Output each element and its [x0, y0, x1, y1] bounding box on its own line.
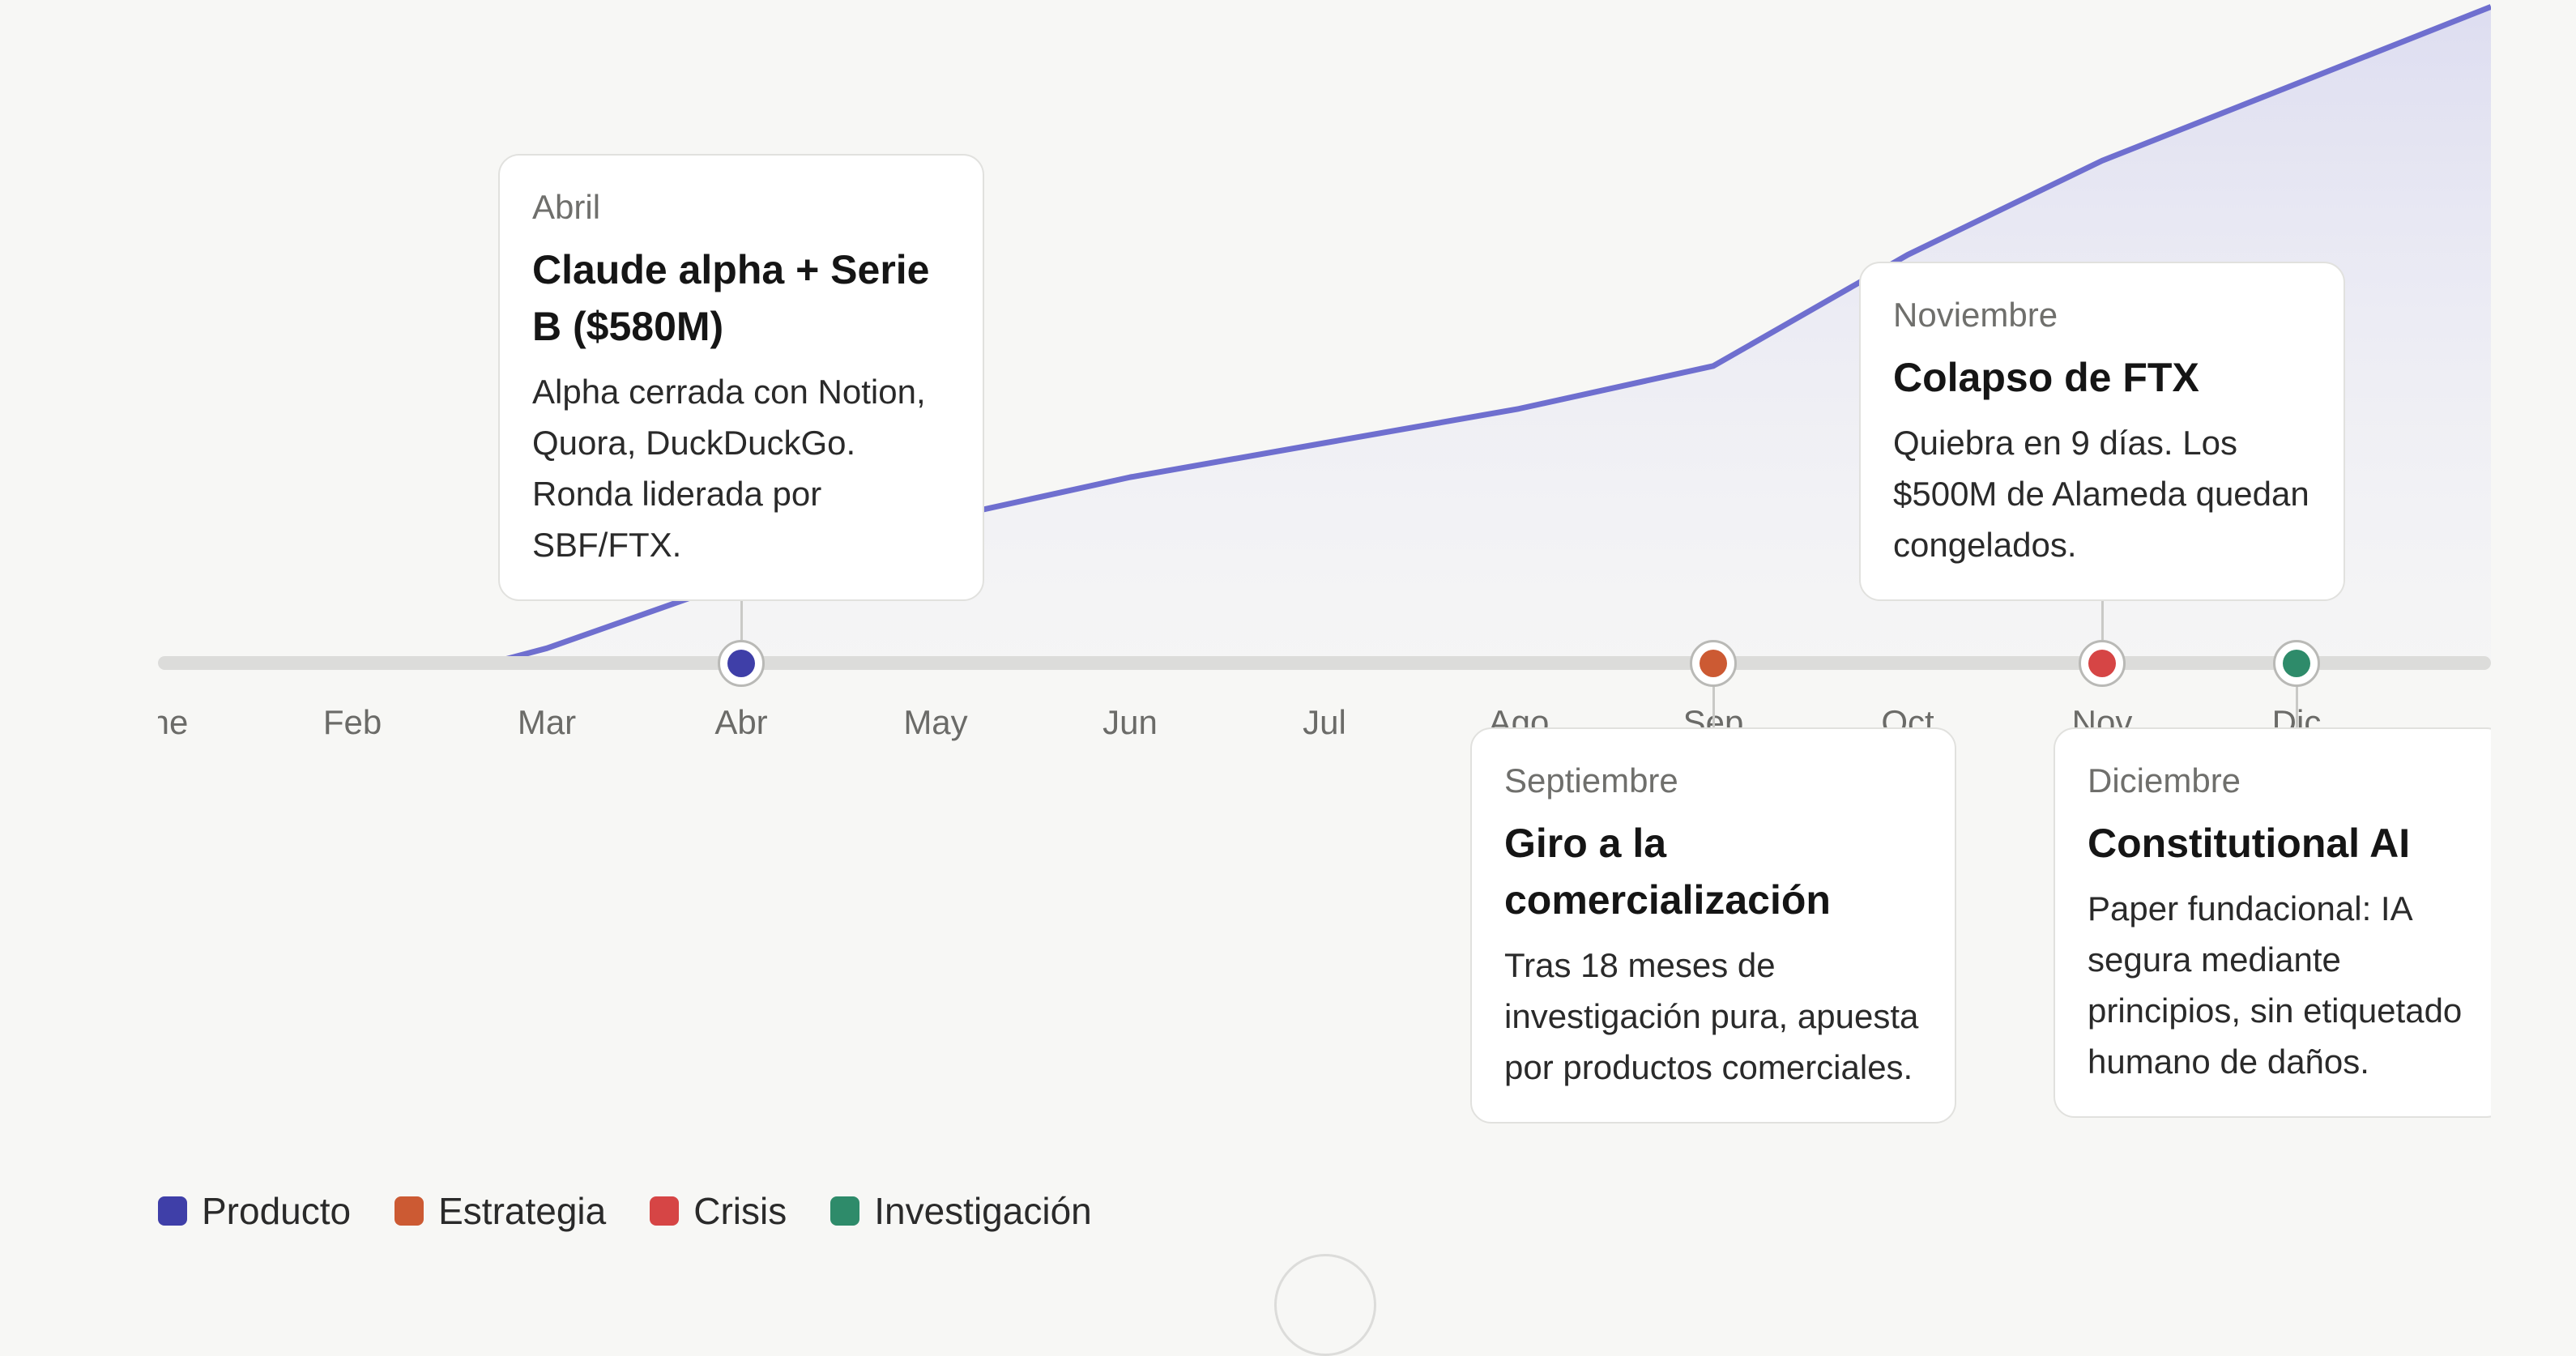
month-label-jul: Jul	[1303, 703, 1346, 741]
event-connector-diciembre	[2296, 685, 2298, 727]
legend-label: Investigación	[874, 1190, 1092, 1232]
event-description: Paper fundacional: IA segura mediante pr…	[2088, 889, 2463, 1081]
legend-item-estrategia[interactable]: Estrategia	[395, 1189, 606, 1233]
month-label-jun: Jun	[1102, 703, 1158, 741]
event-month: Septiembre	[1504, 761, 1678, 800]
legend-label: Producto	[202, 1190, 352, 1232]
legend-label: Crisis	[693, 1190, 787, 1232]
event-title: Giro a la comercialización	[1504, 821, 1831, 923]
event-description: Quiebra en 9 días. Los $500M de Alameda …	[1893, 424, 2309, 564]
month-label-feb: Feb	[322, 703, 382, 741]
event-card-noviembre[interactable]: Noviembre Colapso de FTX Quiebra en 9 dí…	[1859, 262, 2345, 601]
event-month: Diciembre	[2088, 761, 2241, 800]
month-label-ene: Ene	[158, 703, 189, 741]
scroll-down-button[interactable]	[1274, 1254, 1376, 1356]
legend-swatch-icon	[158, 1196, 187, 1226]
month-label-may: May	[903, 703, 968, 741]
event-marker-diciembre[interactable]	[2273, 640, 2320, 687]
event-marker-abril[interactable]	[718, 640, 765, 687]
trend-line	[475, 4, 2491, 664]
legend-item-producto[interactable]: Producto	[158, 1189, 351, 1233]
event-dot-icon	[2088, 650, 2116, 677]
month-label-abr: Abr	[714, 703, 768, 741]
event-dot-icon	[727, 650, 755, 677]
event-title: Claude alpha + Serie B ($580M)	[532, 247, 930, 349]
event-card-abril[interactable]: Abril Claude alpha + Serie B ($580M) Alp…	[498, 154, 984, 601]
event-marker-noviembre[interactable]	[2079, 640, 2126, 687]
month-label-mar: Mar	[517, 703, 577, 741]
event-month: Abril	[532, 188, 601, 226]
legend-item-crisis[interactable]: Crisis	[650, 1189, 787, 1233]
legend-item-investigacion[interactable]: Investigación	[830, 1189, 1092, 1233]
event-description: Tras 18 meses de investigación pura, apu…	[1504, 946, 1919, 1086]
event-card-diciembre[interactable]: Diciembre Constitutional AI Paper fundac…	[2054, 727, 2491, 1118]
event-connector-septiembre	[1712, 685, 1715, 727]
event-dot-icon	[1700, 650, 1727, 677]
legend-swatch-icon	[395, 1196, 424, 1226]
legend: Producto Estrategia Crisis Investigación	[158, 1189, 1136, 1233]
legend-label: Estrategia	[438, 1190, 607, 1232]
event-title: Colapso de FTX	[1893, 355, 2199, 400]
event-card-septiembre[interactable]: Septiembre Giro a la comercialización Tr…	[1470, 727, 1956, 1124]
timeline: Ene Feb Mar Abr May Jun Jul Ago Sep Oct …	[158, 0, 2491, 1281]
event-title: Constitutional AI	[2088, 821, 2411, 866]
event-connector-noviembre	[2101, 601, 2104, 640]
event-dot-icon	[2283, 650, 2310, 677]
timeline-axis	[158, 656, 2491, 670]
legend-swatch-icon	[830, 1196, 860, 1226]
event-connector-abril	[740, 601, 743, 640]
event-marker-septiembre[interactable]	[1690, 640, 1737, 687]
event-month: Noviembre	[1893, 296, 2058, 334]
legend-swatch-icon	[650, 1196, 680, 1226]
event-description: Alpha cerrada con Notion, Quora, DuckDuc…	[532, 373, 926, 564]
